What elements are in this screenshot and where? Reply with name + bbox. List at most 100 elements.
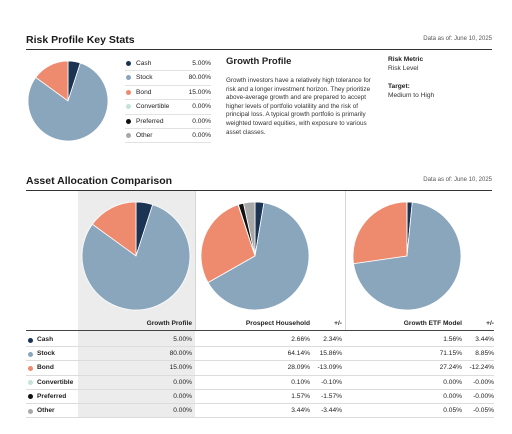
etf-difference: -12.24%: [469, 364, 494, 372]
growth-profile-pie-chart: [81, 201, 191, 311]
growth-profile-value: 0.00%: [173, 392, 192, 400]
pie-slice-bond: [91, 201, 137, 257]
bond-color-swatch: [28, 365, 33, 371]
household-value: 1.57%: [291, 392, 310, 400]
legend-value: 0.00%: [192, 131, 211, 139]
pie-slice-bond: [200, 204, 256, 284]
etf-value: 71.15%: [439, 350, 462, 358]
etf-difference: -0.00%: [473, 378, 494, 386]
risk-metric-value: Risk Level: [388, 65, 419, 72]
row-label: Stock: [37, 350, 55, 358]
household-difference: -3.44%: [321, 407, 342, 414]
profile-title: Growth Profile: [226, 56, 292, 67]
table-row-preferred: Preferred 0.00% 1.57% -1.57% 0.00% -0.00…: [26, 390, 494, 404]
growth-etf-model-pie-chart: [352, 201, 462, 311]
growth-profile-value: 80.00%: [169, 350, 192, 358]
col-header-difference: +/-: [486, 320, 494, 327]
household-value: 2.66%: [291, 336, 310, 343]
growth-profile-value: 0.00%: [173, 378, 192, 386]
etf-difference: 8.85%: [475, 350, 494, 358]
risk-target-label: Target:: [388, 83, 410, 90]
stock-color-swatch: [126, 75, 131, 81]
etf-value: 0.00%: [443, 392, 462, 400]
legend-item-preferred: Preferred 0.00%: [125, 115, 211, 129]
table-row-cash: Cash 5.00% 2.66% 2.34% 1.56% 3.44%: [26, 333, 494, 348]
legend-item-stock: Stock 80.00%: [125, 71, 211, 86]
row-label: Preferred: [37, 392, 67, 400]
household-difference: -13.09%: [317, 364, 342, 372]
legend-item-other: Other 0.00%: [125, 129, 211, 144]
pie-slice-stock: [207, 202, 310, 311]
row-label: Cash: [37, 336, 54, 343]
table-row-convertible: Convertible 0.00% 0.10% -0.10% 0.00% -0.…: [26, 376, 494, 390]
household-difference: -1.57%: [321, 392, 342, 400]
table-row-stock: Stock 80.00% 64.14% 15.86% 71.15% 8.85%: [26, 347, 494, 362]
col-header-growth-etf-model: Growth ETF Model: [403, 320, 462, 327]
table-row-other: Other 0.00% 3.44% -3.44% 0.05% -0.05%: [26, 404, 494, 419]
household-value: 64.14%: [287, 350, 310, 358]
etf-difference: 3.44%: [475, 336, 494, 343]
household-difference: -0.10%: [321, 378, 342, 386]
household-value: 3.44%: [291, 407, 310, 414]
cash-color-swatch: [28, 337, 33, 343]
key-stats-header: Risk Profile Key Stats Data as of: June …: [26, 34, 492, 54]
legend-label: Stock: [136, 74, 153, 82]
legend-label: Convertible: [136, 103, 170, 111]
comparison-title: Asset Allocation Comparison: [26, 175, 173, 187]
legend-item-convertible: Convertible 0.00%: [125, 100, 211, 115]
col-header-growth-profile: Growth Profile: [146, 320, 192, 327]
key-stats-divider: [26, 49, 492, 50]
pie-slice-stock: [27, 62, 109, 142]
allocation-legend: Cash 5.00% Stock 80.00% Bond 15.00% Conv…: [125, 57, 211, 144]
bond-color-swatch: [126, 89, 131, 95]
cash-color-swatch: [126, 61, 131, 66]
legend-value: 5.00%: [192, 60, 211, 67]
preferred-color-swatch: [28, 394, 33, 400]
row-label: Convertible: [37, 378, 74, 386]
column-divider: [345, 191, 346, 331]
table-header-rule: [26, 330, 494, 331]
risk-target-value: Medium to High: [388, 92, 435, 99]
household-difference: 2.34%: [323, 336, 342, 343]
legend-label: Other: [136, 131, 153, 139]
growth-profile-value: 15.00%: [169, 364, 192, 372]
legend-value: 0.00%: [192, 103, 211, 111]
growth-profile-value: 5.00%: [173, 336, 192, 343]
household-value: 28.09%: [287, 364, 310, 372]
preferred-color-swatch: [126, 118, 131, 124]
key-stats-pie-chart: [27, 60, 109, 142]
col-header-difference: +/-: [334, 320, 342, 327]
legend-value: 80.00%: [188, 74, 211, 82]
etf-value: 1.56%: [443, 336, 462, 343]
comparison-as-of: Data as of: June 10, 2025: [423, 177, 492, 183]
growth-profile-value: 0.00%: [173, 407, 192, 414]
pie-slice-bond: [352, 201, 408, 265]
profile-description: Growth investors have a relatively high …: [226, 77, 371, 136]
household-value: 0.10%: [291, 378, 310, 386]
legend-item-bond: Bond 15.00%: [125, 86, 211, 101]
legend-item-cash: Cash 5.00%: [125, 57, 211, 72]
row-label: Bond: [37, 364, 54, 372]
stock-color-swatch: [28, 351, 33, 357]
etf-difference: -0.05%: [473, 407, 494, 414]
etf-difference: -0.00%: [473, 392, 494, 400]
column-divider: [195, 191, 196, 331]
comparison-header: Asset Allocation Comparison Data as of: …: [26, 175, 492, 195]
pie-slice-stock: [353, 201, 462, 311]
legend-value: 15.00%: [188, 88, 211, 96]
other-color-swatch: [28, 408, 33, 414]
legend-label: Cash: [136, 60, 152, 67]
key-stats-as-of: Data as of: June 10, 2025: [423, 36, 492, 42]
etf-value: 27.24%: [439, 364, 462, 372]
comparison-divider: [26, 190, 492, 191]
table-row-bond: Bond 15.00% 28.09% -13.09% 27.24% -12.24…: [26, 361, 494, 376]
etf-value: 0.05%: [443, 407, 462, 414]
convertible-color-swatch: [28, 380, 33, 386]
legend-value: 0.00%: [192, 117, 211, 125]
pie-slice-stock: [81, 204, 191, 311]
prospect-household-pie-chart: [200, 201, 310, 311]
other-color-swatch: [126, 132, 131, 138]
convertible-color-swatch: [126, 104, 131, 110]
row-label: Other: [37, 407, 55, 414]
key-stats-title: Risk Profile Key Stats: [26, 34, 135, 46]
